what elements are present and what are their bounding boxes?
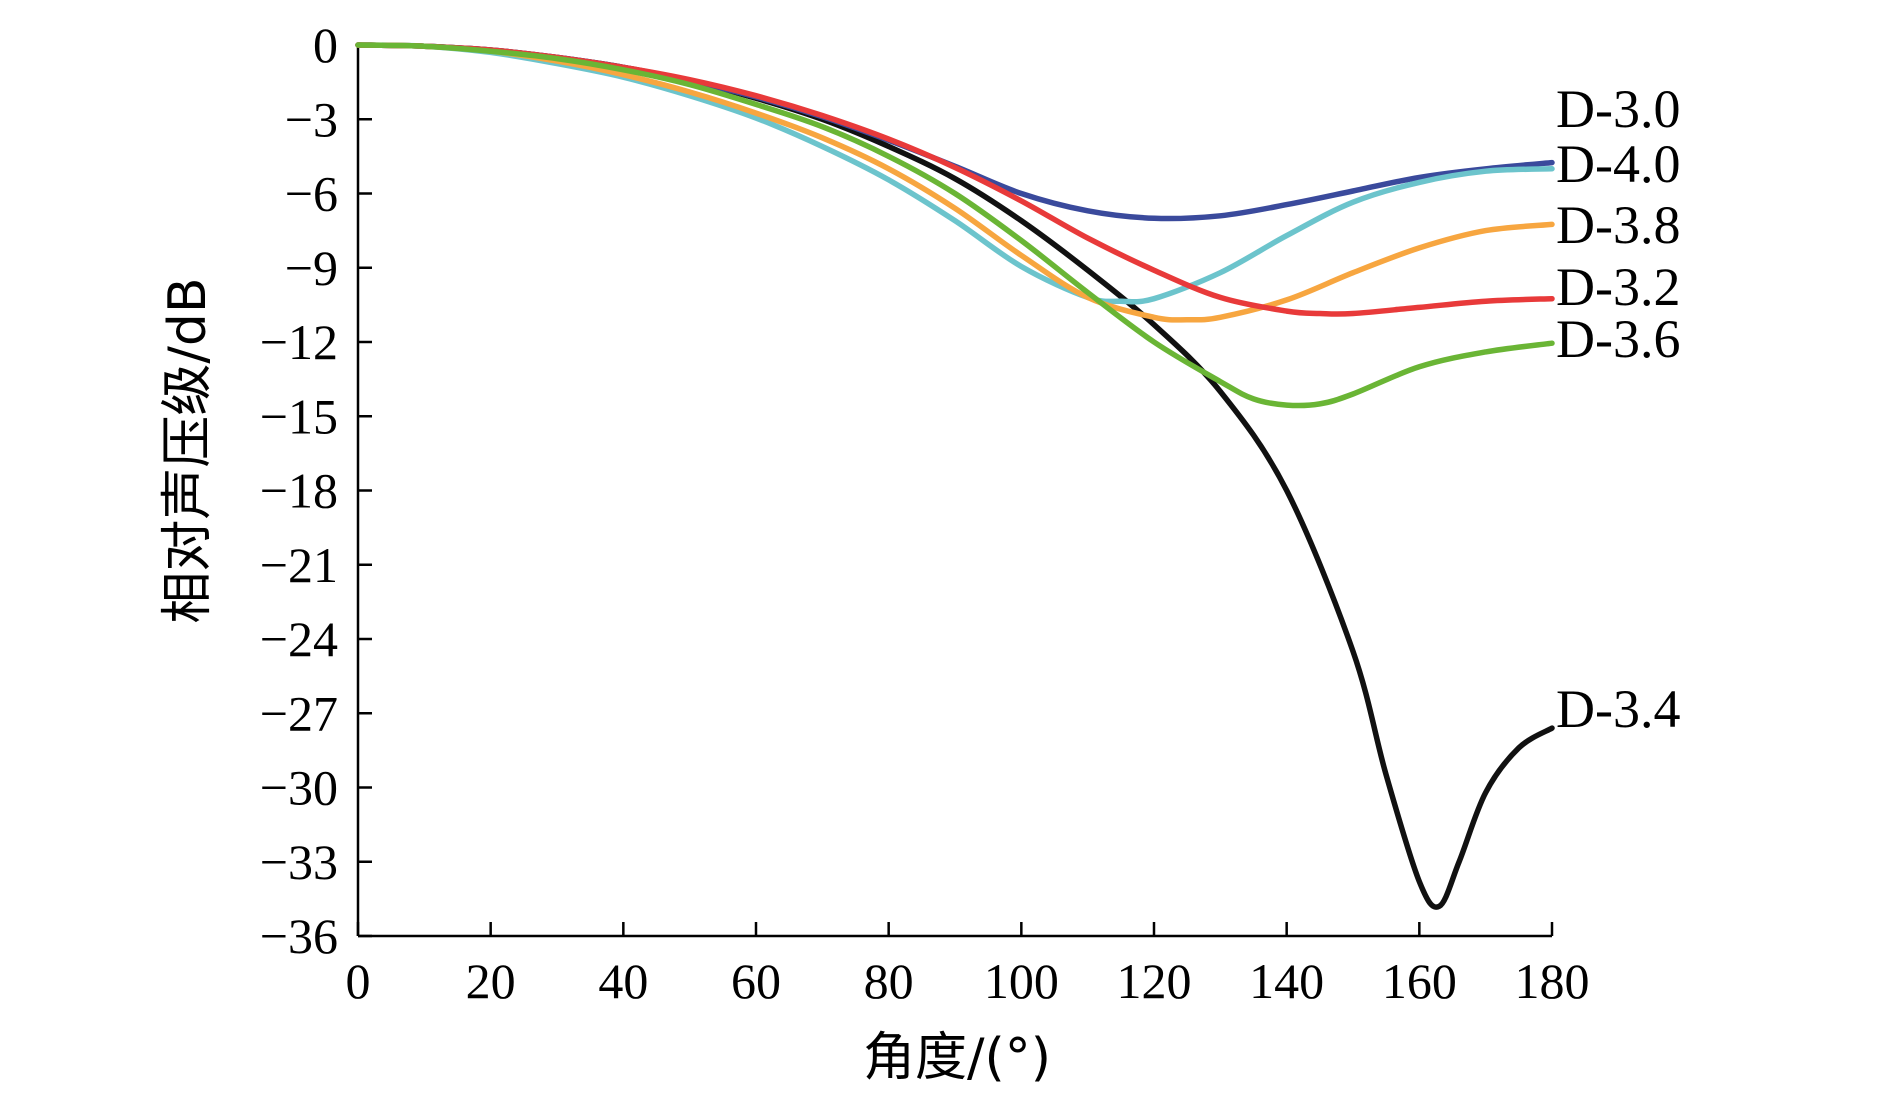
x-tick-label: 20 — [466, 953, 516, 1009]
y-tick-label: −36 — [260, 908, 338, 964]
y-tick-label: −3 — [285, 91, 338, 147]
y-tick-label: −21 — [260, 537, 338, 593]
y-axis-title: 相对声压级/dB — [158, 277, 218, 623]
x-tick-label: 180 — [1515, 953, 1590, 1009]
x-tick-label: 140 — [1249, 953, 1324, 1009]
series-labels: D-3.0D-4.0D-3.8D-3.2D-3.6 D-3.4 — [1556, 79, 1680, 739]
x-ticks: 0 20 40 60 80 100 120 140 160 180 — [346, 922, 1590, 1009]
series-label: D-3.2 — [1556, 257, 1680, 317]
y-tick-label: −9 — [285, 240, 338, 296]
y-ticks: 0 −3 −6 −9 −12 −15 −18 −21 −24 −27 −30 −33 −36 — [260, 17, 372, 964]
y-tick-label: 0 — [313, 17, 338, 73]
series-group — [355, 42, 1555, 910]
series-label: D-3.4 — [1556, 679, 1680, 739]
series-line-d-3-4 — [355, 42, 1555, 910]
series-label: D-4.0 — [1556, 134, 1680, 194]
y-tick-label: −27 — [260, 685, 338, 741]
x-tick-label: 40 — [598, 953, 648, 1009]
y-tick-label: −18 — [260, 463, 338, 519]
y-tick-label: −6 — [285, 166, 338, 222]
y-tick-label: −24 — [260, 611, 338, 667]
series-line-d-3-6 — [355, 42, 1555, 409]
x-axis-title: 角度/(°) — [863, 1028, 1051, 1088]
x-tick-label: 160 — [1382, 953, 1457, 1009]
x-tick-label: 60 — [731, 953, 781, 1009]
x-tick-label: 120 — [1117, 953, 1192, 1009]
x-tick-label: 0 — [346, 953, 371, 1009]
series-label: D-3.6 — [1556, 309, 1680, 369]
series-label: D-3.0 — [1556, 79, 1680, 139]
series-label: D-3.8 — [1556, 195, 1680, 255]
y-tick-label: −33 — [260, 834, 338, 890]
y-tick-label: −15 — [260, 388, 338, 444]
x-tick-label: 80 — [864, 953, 914, 1009]
series-line-d-3-8 — [355, 42, 1555, 323]
y-tick-label: −30 — [260, 760, 338, 816]
x-tick-label: 100 — [984, 953, 1059, 1009]
y-tick-label: −12 — [260, 314, 338, 370]
